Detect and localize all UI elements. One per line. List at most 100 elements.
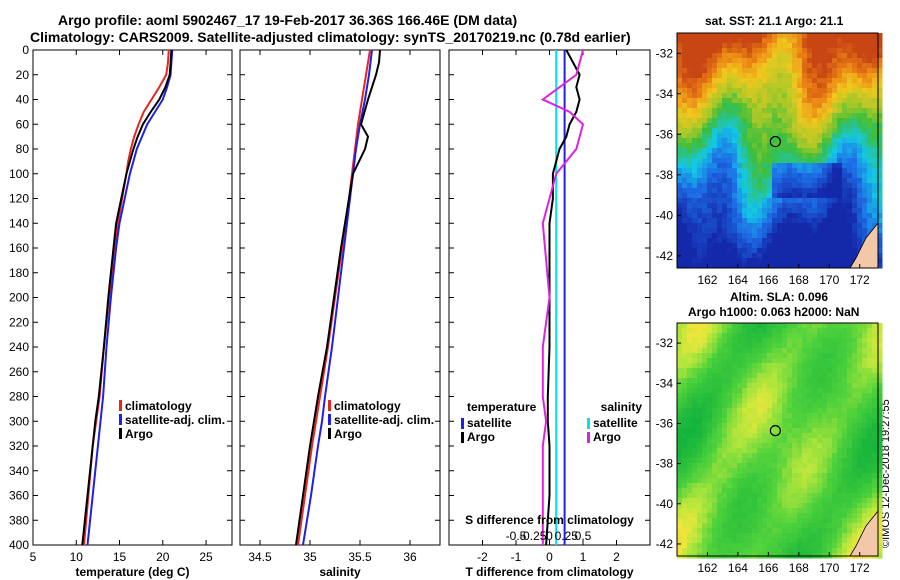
y-tick-label: 20 [16, 68, 30, 82]
plot-frame [239, 49, 441, 546]
secondary-x-tick-label: 0.5 [575, 529, 592, 543]
y-tick-label: 260 [9, 365, 29, 379]
y-tick-label: 200 [9, 291, 29, 305]
y-tick-label: 240 [9, 340, 29, 354]
series-line-satellite-adj-clim- [302, 49, 373, 546]
argo-position-marker [769, 425, 781, 437]
legend-swatch [119, 414, 122, 425]
x-tick-label: 35 [303, 550, 317, 564]
profile-panel-2: 34.5 35 35.5 36 salinity climatologysatellite… [239, 49, 441, 579]
y-tick-label: 120 [9, 192, 29, 206]
map-lon-label: 162 [697, 273, 717, 287]
map-raster [677, 33, 883, 269]
y-tick-label: 300 [9, 414, 29, 428]
legend-title-temperature: temperature [467, 400, 537, 414]
legend-entry: Argo [467, 430, 495, 444]
x-tick-label: 1 [580, 550, 587, 564]
map-lon-label: 166 [758, 273, 778, 287]
sla-map-title-line1: Altim. SLA: 0.096 [730, 290, 829, 304]
x-tick-label: 10 [70, 550, 84, 564]
y-tick-label: 180 [9, 266, 29, 280]
secondary-x-tick-label: 0 [546, 529, 553, 543]
secondary-x-tick-label: -0.25 [519, 529, 547, 543]
x-tick-label: 5 [30, 550, 37, 564]
x-axis-label: temperature (deg C) [75, 565, 189, 579]
map-lon-label: 172 [850, 561, 870, 575]
y-tick-label: 360 [9, 489, 29, 503]
y-tick-label: 320 [9, 439, 29, 453]
legend-entry: Argo [334, 427, 362, 441]
x-tick-label: -1 [511, 550, 522, 564]
chart-title-line1: Argo profile: aoml 5902467_17 19-Feb-201… [58, 12, 518, 28]
map-lat-label: -38 [656, 457, 674, 471]
legend-swatch [587, 432, 590, 443]
map-lon-label: 162 [697, 561, 717, 575]
map-lon-label: 170 [819, 273, 839, 287]
y-tick-label: 40 [16, 93, 30, 107]
map-lat-label: -40 [656, 497, 674, 511]
legend-swatch [119, 400, 122, 411]
map-lon-label: 168 [789, 273, 809, 287]
legend-title-salinity: salinity [601, 400, 643, 414]
series-line-argo [81, 49, 173, 546]
y-tick-label: 220 [9, 315, 29, 329]
legend-swatch [328, 428, 331, 439]
chart-title-line2: Climatology: CARS2009. Satellite-adjuste… [30, 29, 631, 45]
x-tick-label: 2 [613, 550, 620, 564]
map-lon-label: 164 [728, 273, 748, 287]
y-tick-label: 80 [16, 142, 30, 156]
x-axis-label: T difference from climatology [465, 565, 633, 579]
y-tick-label: 380 [9, 513, 29, 527]
x-tick-label: 36 [403, 550, 417, 564]
sst-map-title: sat. SST: 21.1 Argo: 21.1 [705, 14, 844, 28]
map-lat-label: -42 [656, 249, 674, 263]
y-tick-label: 280 [9, 390, 29, 404]
series-line-argo [295, 49, 381, 546]
map-lon-label: 166 [758, 561, 778, 575]
legend-entry: satellite-adj. clim. [334, 413, 434, 427]
legend-entry: climatology [334, 399, 401, 413]
y-tick-label: 160 [9, 241, 29, 255]
secondary-x-tick-label: -0.5 [506, 529, 527, 543]
y-tick-label: 400 [9, 538, 29, 552]
y-tick-label: 100 [9, 167, 29, 181]
legend-swatch [328, 414, 331, 425]
map-lat-label: -34 [656, 87, 674, 101]
map-frame [676, 322, 879, 557]
x-tick-label: 0 [546, 550, 553, 564]
argo-position-marker [769, 135, 781, 148]
legend-entry: Argo [125, 427, 153, 441]
map-lat-label: -34 [656, 376, 674, 390]
x-tick-label: 15 [113, 550, 127, 564]
legend-entry: Argo [593, 430, 621, 444]
sla-map-title-line2: Argo h1000: 0.063 h2000: NaN [688, 305, 860, 319]
map-lon-label: 164 [728, 561, 748, 575]
legend-entry: satellite [467, 416, 512, 430]
map-frame [676, 32, 879, 269]
profile-panel-1: 0 20 40 60 80 100 120 140 160 180 200 220 240 260 280 3… [9, 43, 233, 579]
map-lat-label: -40 [656, 208, 674, 222]
profile-panel-3: -2 -1 0 1 2T difference from climatology temp… [448, 49, 651, 579]
map-lat-label: -38 [656, 168, 674, 182]
map-lon-label: 170 [819, 561, 839, 575]
x-tick-label: 25 [199, 550, 213, 564]
legend-swatch [461, 432, 464, 443]
map-lat-label: -36 [656, 127, 674, 141]
x-tick-label: 35.5 [348, 550, 372, 564]
map-raster [677, 323, 883, 559]
legend-entry: satellite-adj. clim. [125, 413, 225, 427]
legend-swatch [119, 428, 122, 439]
plot-frame [32, 49, 233, 546]
legend-swatch [587, 418, 590, 429]
legend-swatch [328, 400, 331, 411]
legend-swatch [461, 418, 464, 429]
map-lon-label: 172 [850, 273, 870, 287]
x-tick-label: 20 [156, 550, 170, 564]
legend-entry: climatology [125, 399, 192, 413]
map-lon-label: 168 [789, 561, 809, 575]
map-lat-label: -42 [656, 537, 674, 551]
series-line-salinity-argo [540, 49, 585, 545]
y-tick-label: 340 [9, 464, 29, 478]
map-lat-label: -32 [656, 336, 674, 350]
